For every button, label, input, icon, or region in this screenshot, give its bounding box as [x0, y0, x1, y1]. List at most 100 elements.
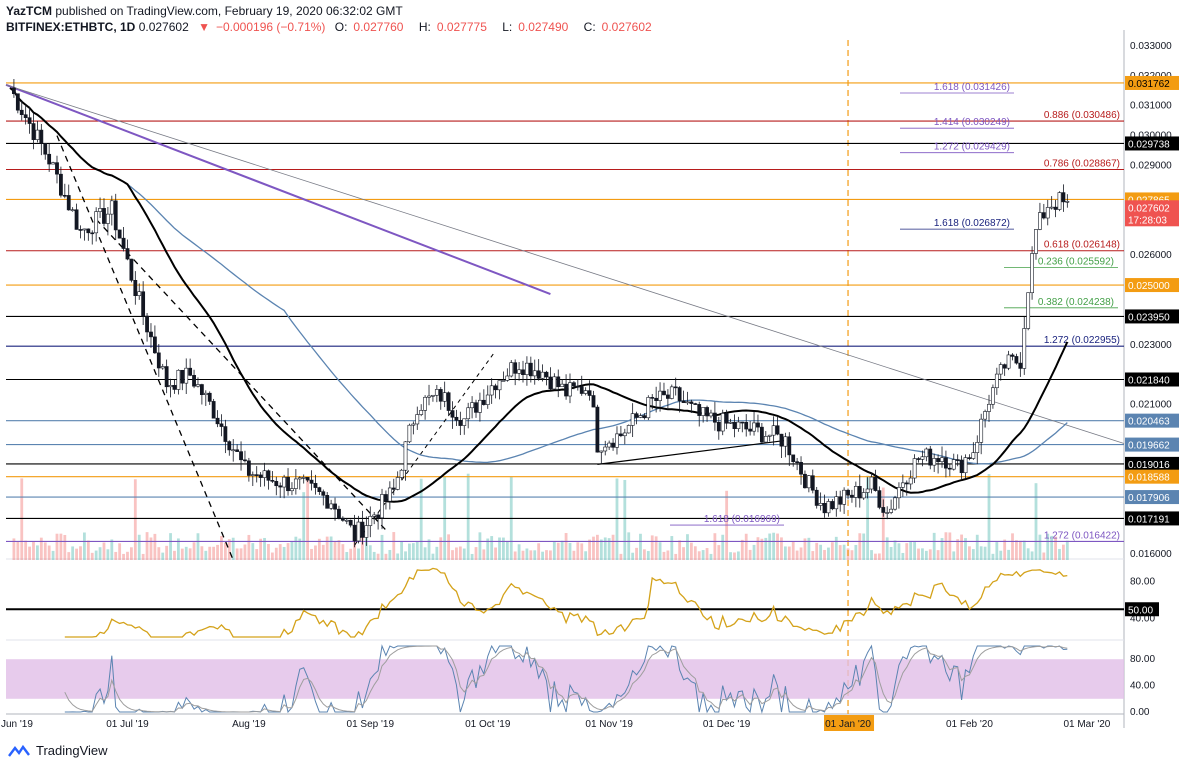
high-label: H:: [418, 20, 431, 34]
candle-body: [340, 517, 345, 521]
volume-bar: [537, 543, 541, 560]
level-tag: [1125, 456, 1179, 471]
candle-body: [411, 423, 416, 426]
volume-bar: [830, 542, 834, 560]
volume-bar: [635, 547, 638, 560]
volume-bar: [392, 532, 396, 560]
y-tick-label: 0.016000: [1130, 549, 1172, 560]
candle-body: [658, 390, 662, 401]
tradingview-logo[interactable]: TradingView: [8, 743, 108, 758]
candle-body: [1034, 229, 1038, 254]
candle-body: [1041, 212, 1046, 219]
volume-bar: [20, 478, 24, 560]
volume-bar: [317, 538, 321, 560]
candle-body: [403, 441, 408, 471]
bar-timer: 17:28:03: [1128, 215, 1167, 226]
y-tick-label: 0.031000: [1130, 101, 1172, 112]
candle-body: [164, 366, 169, 388]
symbol-label[interactable]: BITFINEX:ETHBTC, 1D: [6, 20, 136, 34]
volume-bar: [940, 538, 944, 560]
level-tag: [1125, 413, 1179, 428]
level-tag: [1125, 490, 1179, 505]
candle-body: [258, 474, 263, 478]
volume-bar: [196, 533, 200, 560]
sma100-line: [9, 87, 1069, 503]
volume-bar: [756, 537, 760, 560]
candle-body: [630, 413, 635, 426]
candle-body: [90, 232, 95, 235]
volume-bar: [736, 551, 740, 560]
level-tag-label: 0.017191: [1128, 514, 1170, 525]
candle-body: [121, 237, 126, 249]
candle-body: [321, 491, 326, 496]
volume-bar: [893, 540, 897, 560]
volume-bar: [764, 537, 768, 560]
candle-body: [203, 392, 208, 395]
candle-body: [333, 503, 337, 510]
candle-body: [556, 376, 561, 387]
volume-bar: [161, 552, 165, 560]
long-trendline: [5, 84, 1125, 444]
candle-body: [885, 512, 890, 514]
candle-body: [994, 373, 999, 389]
volume-bar: [478, 532, 482, 560]
volume-bar: [772, 532, 776, 560]
candle-body: [152, 336, 157, 354]
candle-body: [243, 459, 247, 462]
level-tag: [1125, 469, 1179, 484]
candle-body: [227, 441, 232, 451]
candle-body: [47, 153, 52, 165]
volume-bar: [361, 533, 364, 560]
volume-bar: [607, 538, 611, 560]
stoch-d-line: [64, 645, 1068, 713]
volume-bar: [678, 540, 682, 560]
candle-body: [619, 433, 623, 437]
candle-body: [544, 371, 549, 378]
volume-bar: [67, 552, 71, 560]
volume-bar: [627, 532, 631, 560]
volume-bar: [572, 550, 576, 560]
candle-body: [55, 162, 59, 175]
volume-bar: [404, 551, 407, 560]
candle-body: [329, 503, 334, 509]
volume-bar: [858, 533, 862, 560]
fib-ext-label: 1.618 (0.031426): [934, 82, 1010, 93]
volume-bar: [321, 544, 325, 560]
volume-bar: [631, 552, 635, 560]
candle-body: [665, 394, 670, 399]
candle-body: [697, 404, 702, 416]
fib-label: 0.618 (0.026148): [1044, 240, 1120, 251]
author-name[interactable]: YazTCM: [6, 4, 53, 18]
volume-bar: [243, 544, 247, 560]
candle-body: [1065, 200, 1070, 203]
candle-body: [673, 386, 678, 389]
volume-bar: [145, 532, 149, 560]
candle-body: [196, 384, 200, 387]
volume-bar: [231, 537, 235, 560]
level-tag: [1125, 278, 1179, 293]
volume-bar: [79, 546, 82, 560]
volume-bar: [435, 546, 439, 560]
volume-bar: [192, 542, 196, 560]
volume-bar: [760, 538, 764, 560]
candle-body: [622, 432, 627, 437]
candle-body: [662, 390, 666, 396]
volume-bar: [619, 553, 623, 560]
candle-body: [344, 519, 349, 522]
volume-bar: [588, 539, 591, 560]
volume-bar: [502, 537, 505, 560]
volume-bar: [122, 553, 125, 560]
volume-bar: [474, 547, 478, 560]
candle-body: [235, 449, 240, 452]
volume-bar: [364, 538, 368, 560]
volume-bar: [423, 547, 427, 560]
fib-ext-label: 1.414 (0.030249): [934, 117, 1010, 128]
candle-body: [278, 485, 283, 488]
candle-body: [501, 380, 506, 382]
candle-body: [720, 413, 725, 432]
volume-bar: [345, 552, 349, 560]
candle-body: [787, 436, 792, 456]
volume-bar: [956, 539, 960, 560]
volume-bar: [118, 543, 122, 560]
